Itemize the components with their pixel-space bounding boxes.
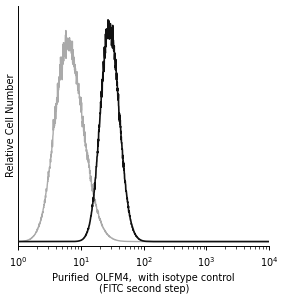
Y-axis label: Relative Cell Number: Relative Cell Number bbox=[6, 74, 16, 178]
X-axis label: Purified  OLFM4,  with isotype control
(FITC second step): Purified OLFM4, with isotype control (FI… bbox=[53, 273, 235, 294]
